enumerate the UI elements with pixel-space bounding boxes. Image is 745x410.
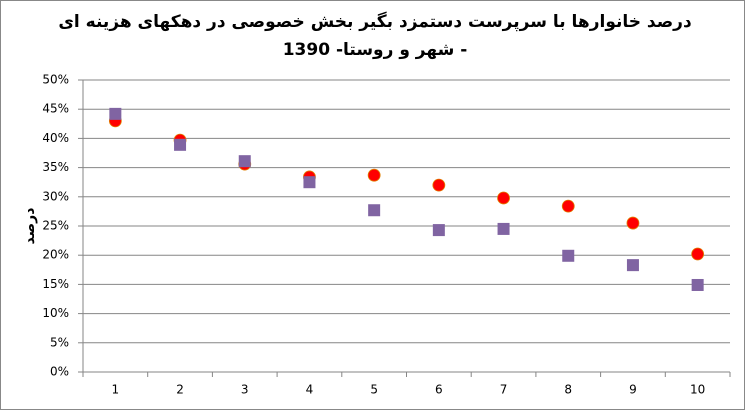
y-tick-label: 25% (42, 219, 69, 233)
y-tick-label: 10% (42, 306, 69, 320)
y-tick-label: 30% (42, 189, 69, 203)
y-tick-label: 45% (42, 102, 69, 116)
x-tick-label: 4 (306, 383, 314, 397)
point (626, 216, 640, 230)
point (497, 191, 510, 205)
x-tick-label: 3 (241, 383, 249, 397)
point (691, 247, 705, 261)
point (109, 107, 122, 120)
x-tick-label: 1 (112, 383, 120, 397)
x-tick-label: 7 (500, 383, 508, 397)
y-tick-label: 20% (42, 248, 69, 262)
chart-title: درصد خانوارها با سرپرست دستمزد بگیر بخش … (58, 11, 692, 32)
point (303, 176, 316, 189)
x-tick-label: 5 (370, 383, 378, 397)
point (368, 204, 381, 217)
y-tick-label: 35% (42, 160, 69, 174)
x-tick-label: 8 (564, 383, 572, 397)
y-tick-label: 15% (42, 277, 69, 291)
x-tick-label: 2 (176, 383, 184, 397)
y-tick-label: 5% (50, 335, 69, 349)
point (562, 249, 575, 262)
point (367, 168, 381, 182)
point (432, 224, 445, 237)
x-tick-label: 9 (629, 383, 637, 397)
point (691, 278, 704, 291)
point (497, 222, 510, 235)
x-tick-label: 6 (435, 383, 443, 397)
y-tick-label: 40% (42, 131, 69, 145)
chart-title: - شهر و روستا- 1390 (283, 40, 468, 60)
point (174, 138, 187, 151)
y-tick-label: 50% (42, 73, 69, 87)
x-tick-label: 10 (690, 383, 705, 397)
point (561, 199, 575, 213)
point (626, 259, 639, 272)
y-axis-label: درصد (22, 208, 38, 245)
point (432, 178, 446, 192)
y-tick-label: 0% (50, 365, 69, 379)
point (238, 155, 251, 168)
